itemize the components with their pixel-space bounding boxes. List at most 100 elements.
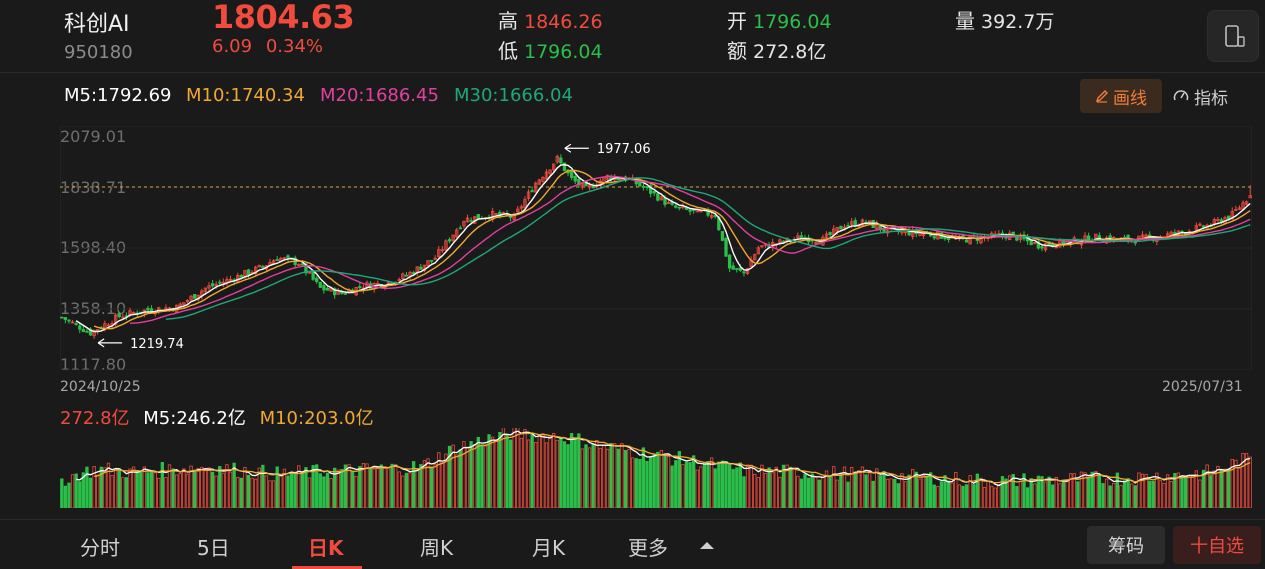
- phone-landscape-button[interactable]: [1207, 10, 1259, 62]
- candle: [293, 255, 297, 269]
- ma20-label: M20:1686.45: [320, 85, 439, 106]
- volume-bar: [473, 444, 477, 508]
- volume-bar: [232, 462, 236, 508]
- add-favorite-button[interactable]: 十自选: [1173, 526, 1261, 564]
- volume-bar: [516, 428, 520, 508]
- volume-bar: [279, 473, 283, 508]
- candlestick-chart[interactable]: 1977.06 1219.74: [60, 126, 1252, 370]
- volume-bar: [81, 472, 85, 508]
- volume-bar: [304, 467, 308, 508]
- candle: [462, 220, 466, 229]
- volume-bar: [681, 464, 685, 508]
- candle: [164, 304, 168, 310]
- volume-bar: [167, 464, 172, 508]
- volume-bar: [1244, 453, 1249, 508]
- volume-bar: [666, 456, 671, 508]
- volume-bar: [433, 463, 437, 508]
- volume-bar: [677, 451, 681, 508]
- candle: [709, 212, 714, 220]
- candle: [645, 186, 649, 191]
- volume-bar: [315, 464, 319, 508]
- candle: [210, 280, 215, 288]
- volume-bar: [598, 447, 603, 508]
- draw-line-button[interactable]: 画线: [1080, 79, 1162, 113]
- volume-bar: [638, 459, 642, 508]
- candle: [221, 278, 226, 288]
- volume-bar: [936, 486, 940, 508]
- volume-bar: [1216, 465, 1220, 508]
- candle: [562, 162, 567, 172]
- volume-bar: [1051, 484, 1055, 508]
- tab-more[interactable]: 更多: [628, 536, 668, 560]
- volume-bar: [239, 477, 243, 508]
- volume-bar: [358, 466, 362, 508]
- price-markers-group: 1977.06 1219.74: [97, 142, 651, 352]
- low-label: 低: [498, 39, 518, 63]
- candle: [1173, 229, 1177, 239]
- volume-bar: [839, 472, 843, 508]
- volume-bar: [185, 473, 190, 508]
- volume-bar: [799, 478, 804, 508]
- volume-bar: [613, 443, 617, 508]
- tab-daily-k[interactable]: 日K: [308, 536, 344, 560]
- candle: [494, 213, 498, 215]
- volume-bar: [182, 468, 186, 508]
- candle: [541, 176, 545, 184]
- candle: [275, 256, 279, 262]
- volume-bar: [544, 442, 549, 508]
- volume-bar: [293, 471, 297, 508]
- volume-bar: [1022, 473, 1026, 508]
- volume-bar: [1169, 481, 1173, 508]
- volume-bar: [465, 446, 470, 508]
- max-price-marker: 1977.06: [597, 142, 651, 157]
- volume-bar: [573, 437, 577, 508]
- tab-5day[interactable]: 5日: [197, 536, 230, 560]
- candle: [666, 199, 671, 204]
- candle: [778, 238, 782, 246]
- volume-bar: [1079, 471, 1084, 508]
- volume-bar: [702, 464, 707, 508]
- volume-bar: [846, 481, 850, 508]
- volume-bar: [103, 467, 107, 508]
- volume-bar: [853, 471, 857, 508]
- low-value: 1796.04: [524, 41, 603, 63]
- volume-bar: [1209, 475, 1213, 508]
- volume-bar: [117, 468, 121, 508]
- volume-bar: [96, 474, 100, 508]
- candle: [254, 265, 258, 276]
- change-value: 6.09: [212, 36, 253, 57]
- candle: [447, 237, 452, 244]
- volume-bar: [1140, 473, 1145, 508]
- last-price: 1804.63: [212, 0, 355, 36]
- volume-bar: [135, 470, 139, 508]
- chips-button[interactable]: 筹码: [1087, 526, 1165, 564]
- volume-bar: [289, 473, 294, 508]
- volume-m10: M10:203.0亿: [259, 408, 374, 429]
- candle: [239, 274, 243, 278]
- phone-icon: [1225, 25, 1245, 47]
- volume-bar: [1230, 459, 1234, 508]
- indicator-button[interactable]: 指标: [1172, 79, 1228, 113]
- pencil-icon: [1095, 90, 1108, 103]
- volume-bar: [1191, 474, 1195, 508]
- tab-monthly-k[interactable]: 月K: [532, 536, 566, 560]
- tab-weekly-k[interactable]: 周K: [420, 536, 454, 560]
- candle: [113, 313, 118, 327]
- volume-chart[interactable]: [60, 428, 1252, 508]
- volume-bar: [487, 434, 491, 508]
- volume-bar: [415, 468, 419, 508]
- candle: [911, 225, 915, 240]
- volume-bar: [85, 466, 89, 508]
- amount-label: 额: [727, 39, 747, 63]
- volume-bar: [333, 467, 337, 508]
- volume-bar: [490, 436, 495, 508]
- tab-intraday[interactable]: 分时: [80, 536, 120, 560]
- volume-bar: [1040, 476, 1044, 508]
- volume-bar: [950, 482, 954, 508]
- volume-bar: [548, 435, 552, 508]
- volume-bar: [462, 441, 466, 508]
- volume-bar: [1018, 480, 1023, 508]
- volume-bar: [760, 464, 764, 508]
- volume-bar: [595, 439, 599, 508]
- volume-bar: [146, 472, 150, 508]
